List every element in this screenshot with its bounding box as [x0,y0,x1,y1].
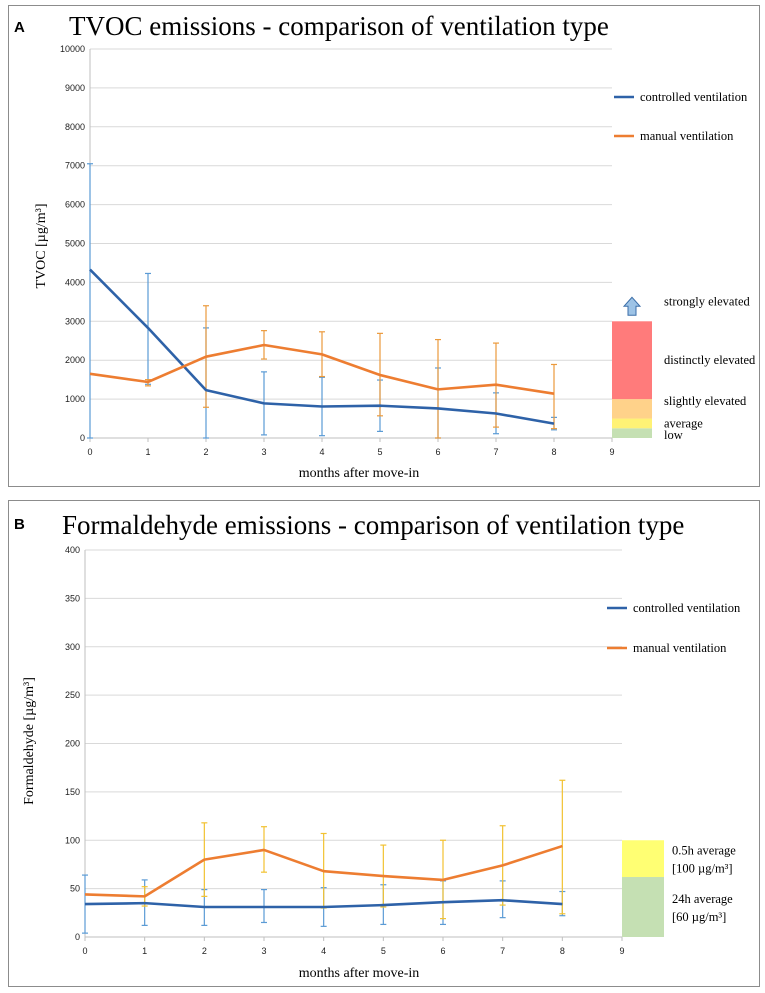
x-tick-label: 8 [560,946,565,956]
chart-a-ylabel: TVOC [µg/m³] [34,204,49,289]
band-label: average [664,416,703,430]
y-tick-label: 6000 [65,200,85,210]
reference-band [612,418,652,429]
x-tick-label: 7 [493,447,498,457]
chart-b-svg: B Formaldehyde emissions - comparison of… [14,510,741,981]
band-arrow-up-icon [622,296,642,316]
chart-a-xlabel: months after move-in [299,466,420,481]
y-tick-label: 4000 [65,277,85,287]
y-tick-label: 3000 [65,316,85,326]
y-tick-label: 300 [65,642,80,652]
chart-a-svg: A TVOC emissions - comparison of ventila… [14,11,756,481]
panel-label-b: B [14,516,25,533]
y-tick-label: 7000 [65,161,85,171]
y-tick-label: 10000 [60,44,85,54]
chart-b-title: Formaldehyde emissions - comparison of v… [62,510,684,540]
x-tick-label: 8 [551,447,556,457]
reference-band [622,877,664,937]
band-label: slightly elevated [664,394,747,408]
reference-band [612,321,652,400]
x-tick-label: 0 [87,447,92,457]
y-tick-label: 1000 [65,394,85,404]
chart-b-xlabel: months after move-in [299,966,420,981]
y-tick-label: 2000 [65,355,85,365]
chart-panel-b: B Formaldehyde emissions - comparison of… [8,500,760,987]
chart-panel-a: A TVOC emissions - comparison of ventila… [8,5,760,487]
chart-a-plot: 0 1000 2000 3000 4000 5000 6000 7000 8000 9000 100… [60,44,756,457]
chart-b-plot: 0 50 100 150 200 250 300 350 400 0 1 2 3 4 5 6 7 8 9 24h av… [65,545,741,956]
band-label: 0.5h average [672,844,736,858]
x-tick-label: 7 [500,946,505,956]
x-tick-label: 9 [619,946,624,956]
x-tick-label: 2 [202,946,207,956]
reference-band [612,399,652,419]
legend-label: manual ventilation [633,641,727,655]
y-tick-label: 400 [65,545,80,555]
y-tick-label: 150 [65,787,80,797]
x-tick-label: 1 [142,946,147,956]
x-tick-label: 5 [377,447,382,457]
x-tick-label: 3 [261,946,266,956]
reference-band [622,840,664,878]
series-line-controlled [84,898,563,909]
chart-a-title: TVOC emissions - comparison of ventilati… [69,11,609,41]
band-label: 24h average [672,892,733,906]
band-label: distinctly elevated [664,353,756,367]
y-tick-label: 9000 [65,83,85,93]
band-sublabel: [60 µg/m³] [672,910,726,924]
x-tick-label: 6 [435,447,440,457]
legend-label: controlled ventilation [633,601,741,615]
band-label: low [664,428,683,442]
x-tick-label: 2 [203,447,208,457]
x-tick-label: 5 [381,946,386,956]
y-tick-label: 50 [70,884,80,894]
series-line-manual [84,844,563,898]
chart-b-ylabel: Formaldehyde [µg/m³] [22,677,37,805]
y-tick-label: 200 [65,739,80,749]
x-tick-label: 3 [261,447,266,457]
band-label: strongly elevated [664,294,750,308]
y-tick-label: 100 [65,835,80,845]
y-tick-label: 350 [65,593,80,603]
series-line-manual [89,343,555,395]
legend-label: controlled ventilation [640,90,748,104]
x-tick-label: 1 [145,447,150,457]
panel-label-a: A [14,19,25,36]
x-tick-label: 9 [609,447,614,457]
reference-band [612,428,652,438]
x-tick-label: 6 [440,946,445,956]
x-tick-label: 4 [321,946,326,956]
legend-label: manual ventilation [640,129,734,143]
y-tick-label: 0 [75,932,80,942]
y-tick-label: 5000 [65,239,85,249]
y-tick-label: 250 [65,690,80,700]
series-line-controlled [89,268,555,425]
y-tick-label: 8000 [65,122,85,132]
y-tick-label: 0 [80,433,85,443]
x-tick-label: 4 [319,447,324,457]
band-sublabel: [100 µg/m³] [672,862,733,876]
x-tick-label: 0 [82,946,87,956]
